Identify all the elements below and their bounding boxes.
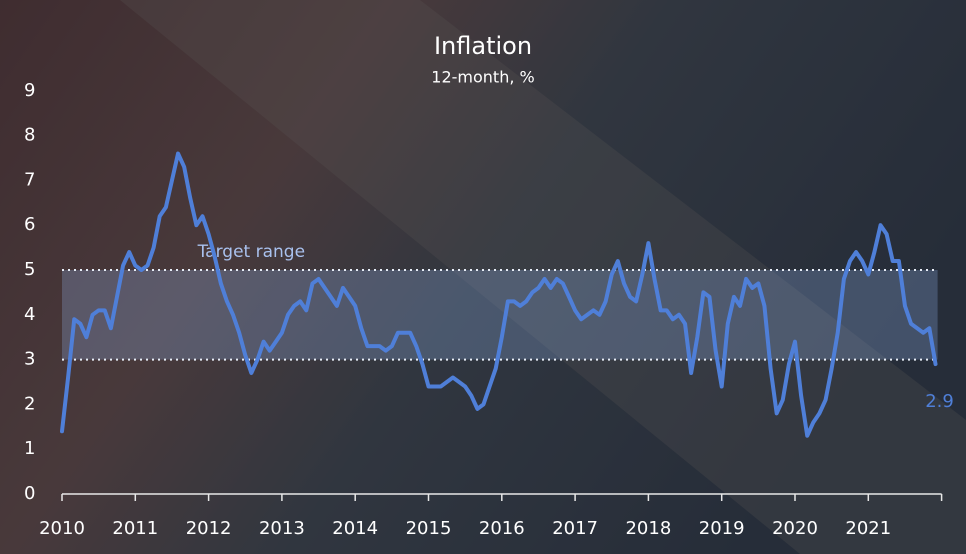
x-tick-label: 2012 bbox=[186, 518, 232, 539]
x-tick-label: 2021 bbox=[845, 518, 891, 539]
last-value-label: 2.9 bbox=[925, 391, 954, 412]
y-tick-label: 5 bbox=[24, 259, 35, 280]
y-tick-label: 1 bbox=[24, 438, 35, 459]
y-tick-label: 9 bbox=[24, 80, 35, 101]
y-tick-label: 3 bbox=[24, 349, 35, 370]
x-tick-label: 2011 bbox=[112, 518, 158, 539]
x-tick-label: 2013 bbox=[259, 518, 305, 539]
chart-subtitle: 12-month, % bbox=[431, 68, 534, 87]
y-tick-label: 4 bbox=[24, 304, 35, 325]
y-tick-label: 6 bbox=[24, 214, 35, 235]
x-tick-label: 2020 bbox=[772, 518, 818, 539]
x-tick-label: 2010 bbox=[39, 518, 85, 539]
y-tick-label: 0 bbox=[24, 483, 35, 504]
inflation-line bbox=[60, 151, 938, 438]
band-label: Target range bbox=[197, 242, 305, 262]
x-tick-label: 2015 bbox=[406, 518, 452, 539]
x-tick-label: 2019 bbox=[699, 518, 745, 539]
y-tick-label: 7 bbox=[24, 169, 35, 190]
x-tick-label: 2014 bbox=[332, 518, 378, 539]
y-tick-label: 2 bbox=[24, 393, 35, 414]
x-tick-label: 2018 bbox=[625, 518, 671, 539]
chart-title: Inflation bbox=[434, 32, 532, 60]
y-tick-label: 8 bbox=[24, 125, 35, 146]
x-tick-label: 2016 bbox=[479, 518, 525, 539]
x-tick-label: 2017 bbox=[552, 518, 598, 539]
